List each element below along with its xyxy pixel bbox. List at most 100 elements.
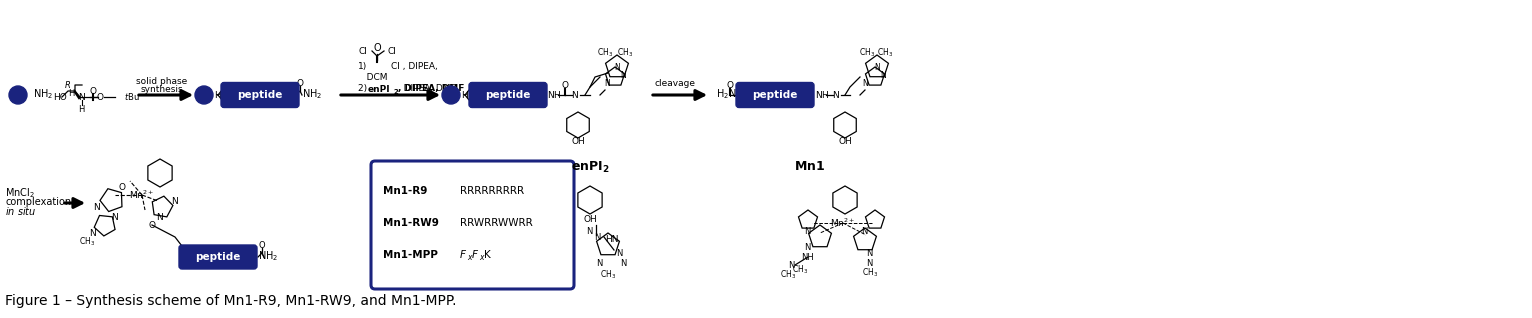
Text: 1): 1) bbox=[358, 63, 368, 72]
Text: $\mathregular{N}$: $\mathregular{N}$ bbox=[571, 88, 579, 100]
Text: $\mathregular{CH_3}$: $\mathregular{CH_3}$ bbox=[597, 47, 613, 59]
Text: Cl: Cl bbox=[358, 46, 368, 56]
Text: $\mathregular{N}$: $\mathregular{N}$ bbox=[172, 195, 179, 205]
Text: $\mathregular{CH_3}$: $\mathregular{CH_3}$ bbox=[80, 236, 95, 248]
Text: x: x bbox=[467, 253, 472, 262]
Text: , DIPEA, DMF: , DIPEA, DMF bbox=[398, 85, 464, 93]
Text: HN: HN bbox=[605, 236, 619, 245]
Text: $\mathregular{NH_2}$: $\mathregular{NH_2}$ bbox=[257, 249, 279, 263]
Text: enPI: enPI bbox=[368, 85, 391, 93]
Text: O: O bbox=[118, 183, 126, 191]
Text: $\mathregular{O}$: $\mathregular{O}$ bbox=[374, 41, 383, 53]
Text: $\mathregular{N}$: $\mathregular{N}$ bbox=[594, 232, 602, 243]
Text: Cl , DIPEA,: Cl , DIPEA, bbox=[368, 63, 438, 72]
Text: $\mathregular{N}$: $\mathregular{N}$ bbox=[156, 211, 164, 223]
Text: $\mathregular{CH_3}$: $\mathregular{CH_3}$ bbox=[792, 264, 807, 276]
Text: $\mathregular{N}$: $\mathregular{N}$ bbox=[619, 70, 627, 80]
Text: $\mathregular{N}$: $\mathregular{N}$ bbox=[873, 61, 881, 73]
Text: $\mathregular{N}$: $\mathregular{N}$ bbox=[596, 258, 604, 268]
FancyBboxPatch shape bbox=[179, 245, 257, 269]
Text: $\mathregular{CH_3}$: $\mathregular{CH_3}$ bbox=[601, 269, 616, 281]
Text: NH: NH bbox=[801, 252, 815, 261]
Text: $\mathregular{NH}$: $\mathregular{NH}$ bbox=[815, 88, 829, 100]
Text: $\mathregular{N}$: $\mathregular{N}$ bbox=[89, 226, 97, 238]
Text: $\mathregular{O}$: $\mathregular{O}$ bbox=[257, 239, 267, 251]
Text: $\mathregular{H_2N}$: $\mathregular{H_2N}$ bbox=[715, 87, 737, 101]
Text: $\mathregular{NH_2}$: $\mathregular{NH_2}$ bbox=[34, 87, 54, 101]
Text: $\mathregular{N}$: $\mathregular{N}$ bbox=[861, 225, 869, 236]
Text: $\mathregular{Mn^{2+}}$: $\mathregular{Mn^{2+}}$ bbox=[830, 217, 856, 229]
Text: $\mathregular{CH_3}$: $\mathregular{CH_3}$ bbox=[863, 267, 878, 279]
Text: $\mathregular{N}$: $\mathregular{N}$ bbox=[604, 78, 610, 88]
Text: $\mathregular{N}$: $\mathregular{N}$ bbox=[78, 91, 86, 101]
Text: x: x bbox=[480, 253, 484, 262]
Text: $\mathregular{O}$: $\mathregular{O}$ bbox=[561, 80, 570, 91]
Text: , DIPEA, DMF: , DIPEA, DMF bbox=[398, 85, 455, 93]
Text: complexation: complexation bbox=[5, 197, 70, 207]
Text: $\mathregular{CH_3}$: $\mathregular{CH_3}$ bbox=[780, 269, 797, 281]
Text: $\mathregular{CH_3}$: $\mathregular{CH_3}$ bbox=[617, 47, 633, 59]
Text: $\mathregular{N}$: $\mathregular{N}$ bbox=[587, 225, 594, 236]
Text: $\mathregular{Mn^{2+}}$: $\mathregular{Mn^{2+}}$ bbox=[129, 189, 155, 201]
Text: $\mathregular{CH_3}$: $\mathregular{CH_3}$ bbox=[859, 47, 875, 59]
Text: $\mathregular{CH_3}$: $\mathregular{CH_3}$ bbox=[876, 47, 893, 59]
Text: $\mathbf{Mn1}$: $\mathbf{Mn1}$ bbox=[795, 161, 826, 174]
FancyBboxPatch shape bbox=[221, 82, 299, 107]
Text: peptide: peptide bbox=[195, 252, 241, 262]
Text: $\mathregular{O}$: $\mathregular{O}$ bbox=[296, 78, 305, 88]
Text: $\mathregular{MnCl_2}$: $\mathregular{MnCl_2}$ bbox=[5, 186, 35, 200]
Text: RRWRRWWRR: RRWRRWWRR bbox=[460, 218, 533, 228]
Text: $\mathregular{N}$: $\mathregular{N}$ bbox=[789, 259, 795, 271]
Text: $\mathregular{N}$: $\mathregular{N}$ bbox=[93, 202, 101, 212]
Text: $\mathregular{N}$: $\mathregular{N}$ bbox=[879, 70, 887, 80]
Text: $\mathregular{H}$: $\mathregular{H}$ bbox=[461, 88, 469, 100]
Text: 2: 2 bbox=[394, 89, 398, 95]
Text: Mn1-R9: Mn1-R9 bbox=[383, 186, 427, 196]
Text: $\mathregular{N}$: $\mathregular{N}$ bbox=[866, 258, 873, 268]
Text: cleavage: cleavage bbox=[654, 79, 696, 87]
Text: Mn1-MPP: Mn1-MPP bbox=[383, 250, 438, 260]
Text: $\mathregular{N}$: $\mathregular{N}$ bbox=[804, 241, 812, 252]
Circle shape bbox=[9, 86, 28, 104]
Text: OH: OH bbox=[838, 137, 852, 147]
Text: $\mathregular{N}$: $\mathregular{N}$ bbox=[620, 258, 628, 268]
Text: HO: HO bbox=[54, 93, 67, 101]
Text: F: F bbox=[472, 250, 478, 260]
Text: Figure 1 – Synthesis scheme of Mn1-R9, Mn1-RW9, and Mn1-MPP.: Figure 1 – Synthesis scheme of Mn1-R9, M… bbox=[5, 294, 457, 308]
Text: $\mathregular{N}$: $\mathregular{N}$ bbox=[112, 211, 119, 223]
Text: $\mathregular{NH_2}$: $\mathregular{NH_2}$ bbox=[302, 87, 322, 101]
Text: Mn1-RW9: Mn1-RW9 bbox=[383, 218, 438, 228]
Text: K: K bbox=[484, 250, 490, 260]
Text: $\mathregular{O}$: $\mathregular{O}$ bbox=[726, 80, 734, 91]
Text: synthesis: synthesis bbox=[141, 85, 184, 93]
Text: F: F bbox=[460, 250, 466, 260]
Text: OH: OH bbox=[571, 137, 585, 147]
Text: solid phase: solid phase bbox=[136, 77, 187, 86]
Text: peptide: peptide bbox=[486, 90, 530, 100]
Text: $\mathregular{N}$: $\mathregular{N}$ bbox=[861, 78, 869, 88]
Text: $\mathregular{N}$: $\mathregular{N}$ bbox=[804, 225, 812, 236]
FancyBboxPatch shape bbox=[735, 82, 813, 107]
Text: $\mathregular{H}$: $\mathregular{H}$ bbox=[214, 88, 222, 100]
Text: $\mathregular{O}$: $\mathregular{O}$ bbox=[89, 85, 97, 95]
Text: RRRRRRRRR: RRRRRRRRR bbox=[460, 186, 524, 196]
Text: DCM: DCM bbox=[358, 73, 388, 81]
Text: peptide: peptide bbox=[237, 90, 283, 100]
Text: $\mathregular{H}$: $\mathregular{H}$ bbox=[67, 86, 75, 98]
Text: $\mathit{t}$Bu: $\mathit{t}$Bu bbox=[124, 91, 139, 101]
Text: $\mathregular{N}$: $\mathregular{N}$ bbox=[866, 246, 873, 258]
Text: 2): 2) bbox=[358, 85, 371, 93]
Text: OH: OH bbox=[584, 215, 597, 224]
Text: R: R bbox=[64, 80, 70, 89]
FancyBboxPatch shape bbox=[469, 82, 547, 107]
Text: $\mathregular{N}$: $\mathregular{N}$ bbox=[832, 88, 840, 100]
Text: $\mathregular{NH}$: $\mathregular{NH}$ bbox=[547, 88, 561, 100]
Text: $\mathit{in\ situ}$: $\mathit{in\ situ}$ bbox=[5, 205, 37, 217]
Text: $\mathbf{enPI_2}$: $\mathbf{enPI_2}$ bbox=[570, 159, 610, 175]
Text: peptide: peptide bbox=[752, 90, 798, 100]
Circle shape bbox=[195, 86, 213, 104]
Text: $\mathregular{N}$: $\mathregular{N}$ bbox=[613, 61, 620, 73]
Text: $\mathregular{N}$: $\mathregular{N}$ bbox=[616, 247, 624, 259]
FancyBboxPatch shape bbox=[371, 161, 574, 289]
Circle shape bbox=[443, 86, 460, 104]
